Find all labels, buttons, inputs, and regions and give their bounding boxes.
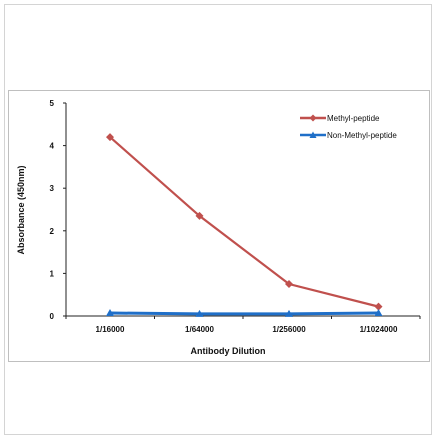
chart-axes [63, 102, 421, 319]
y-tick-label: 0 [50, 312, 55, 321]
y-tick-label: 5 [50, 99, 55, 108]
series-non-methyl-peptide [106, 309, 383, 317]
data-point [374, 309, 383, 317]
legend-marker [309, 131, 317, 138]
x-tick-label: 1/1024000 [360, 325, 398, 334]
legend: Methyl-peptide Non-Methyl-peptide [300, 114, 397, 140]
legend-label: Methyl-peptide [327, 114, 380, 123]
chart-panel [8, 90, 430, 362]
y-tick-labels: 0 1 2 3 4 5 [50, 99, 55, 321]
series-layer [106, 133, 383, 317]
y-axis-title: Absorbance (450nm) [16, 165, 26, 254]
x-axis-title: Antibody Dilution [191, 346, 266, 356]
data-point [106, 309, 114, 317]
y-tick-label: 3 [50, 184, 55, 193]
data-point [195, 211, 204, 220]
x-tick-label: 1/64000 [185, 325, 214, 334]
x-tick-label: 1/256000 [272, 325, 306, 334]
legend-label: Non-Methyl-peptide [327, 131, 397, 140]
y-tick-label: 4 [50, 142, 55, 151]
series-line [109, 136, 379, 308]
data-point [195, 309, 204, 317]
data-point [106, 133, 114, 142]
x-tick-labels: 1/16000 1/64000 1/256000 1/1024000 [96, 325, 398, 334]
data-point [374, 302, 383, 311]
y-tick-label: 2 [50, 227, 55, 236]
x-tick-label: 1/16000 [96, 325, 125, 334]
data-point [285, 280, 293, 289]
legend-marker [309, 114, 317, 122]
series-line [109, 311, 379, 316]
data-point [285, 309, 293, 317]
series-methyl-peptide [106, 133, 383, 311]
y-tick-label: 1 [50, 269, 55, 278]
